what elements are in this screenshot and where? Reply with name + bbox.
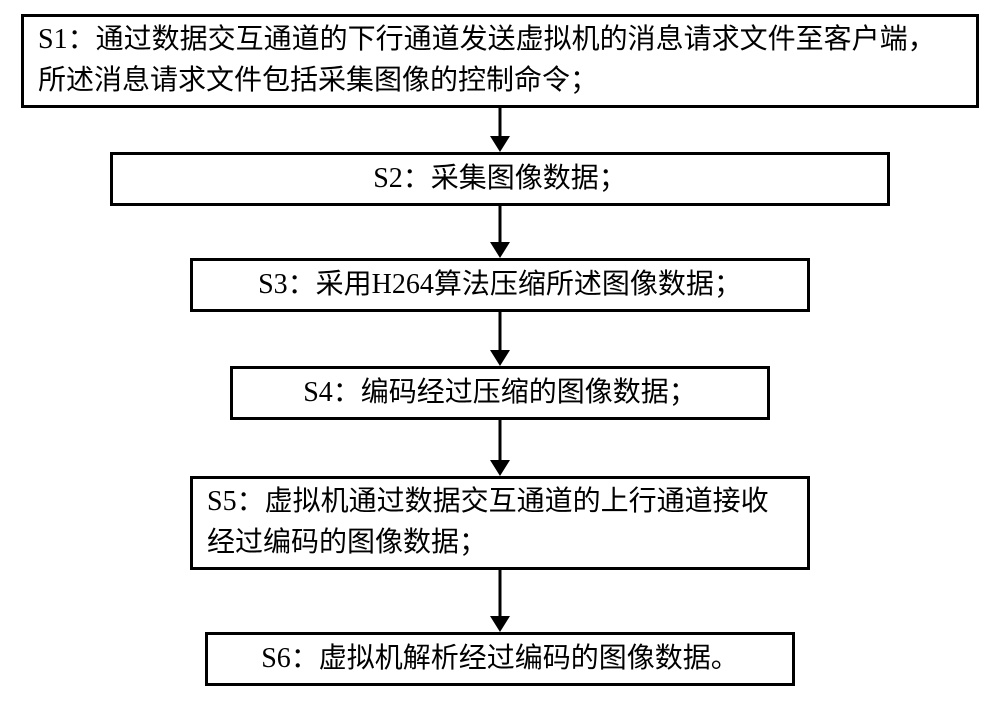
flow-arrow-s3-s4 — [499, 312, 502, 350]
flow-node-label: S5：虚拟机通过数据交互通道的上行通道接收经过编码的图像数据； — [207, 482, 793, 563]
flow-node-label: S6：虚拟机解析经过编码的图像数据。 — [261, 639, 739, 680]
arrow-head-icon — [490, 242, 510, 258]
flow-arrow-s2-s3 — [499, 206, 502, 242]
flow-node-s3: S3：采用H264算法压缩所述图像数据； — [190, 258, 810, 312]
flow-arrow-s4-s5 — [499, 420, 502, 460]
arrow-head-icon — [490, 616, 510, 632]
flow-arrow-s1-s2 — [499, 108, 502, 136]
flow-node-label: S1：通过数据交互通道的下行通道发送虚拟机的消息请求文件至客户端，所述消息请求文… — [38, 20, 962, 101]
flow-node-s6: S6：虚拟机解析经过编码的图像数据。 — [205, 632, 795, 686]
flow-node-s4: S4：编码经过压缩的图像数据； — [230, 366, 770, 420]
flow-arrow-s5-s6 — [499, 570, 502, 616]
flow-node-s2: S2：采集图像数据； — [110, 152, 890, 206]
arrow-head-icon — [490, 350, 510, 366]
arrow-head-icon — [490, 136, 510, 152]
flow-node-label: S2：采集图像数据； — [373, 159, 627, 200]
flow-node-s5: S5：虚拟机通过数据交互通道的上行通道接收经过编码的图像数据； — [190, 476, 810, 570]
flow-node-label: S4：编码经过压缩的图像数据； — [303, 373, 697, 414]
flow-node-label: S3：采用H264算法压缩所述图像数据； — [258, 265, 742, 306]
arrow-head-icon — [490, 460, 510, 476]
flow-node-s1: S1：通过数据交互通道的下行通道发送虚拟机的消息请求文件至客户端，所述消息请求文… — [21, 14, 979, 108]
flowchart-canvas: S1：通过数据交互通道的下行通道发送虚拟机的消息请求文件至客户端，所述消息请求文… — [0, 0, 1000, 706]
